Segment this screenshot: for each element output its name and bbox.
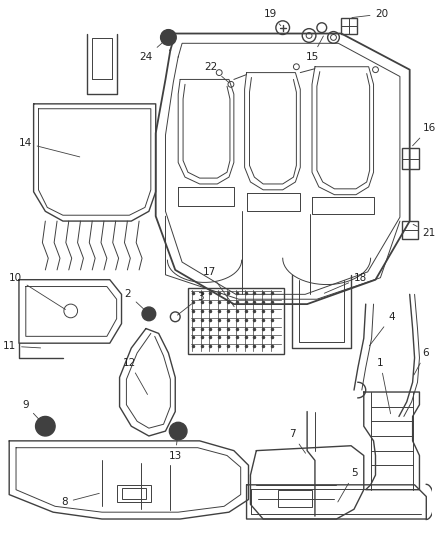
Text: 24: 24 bbox=[140, 39, 166, 62]
Circle shape bbox=[35, 416, 55, 436]
Circle shape bbox=[142, 307, 156, 321]
Text: 2: 2 bbox=[125, 289, 147, 312]
Text: 12: 12 bbox=[123, 358, 148, 394]
Text: 19: 19 bbox=[263, 9, 281, 26]
Text: 8: 8 bbox=[61, 494, 99, 507]
Bar bbox=[402, 148, 420, 169]
Text: 18: 18 bbox=[324, 273, 367, 293]
Text: 3: 3 bbox=[177, 292, 203, 315]
Text: 11: 11 bbox=[3, 341, 41, 351]
Text: 17: 17 bbox=[203, 267, 234, 306]
Text: 22: 22 bbox=[204, 62, 229, 83]
Text: 10: 10 bbox=[9, 273, 65, 310]
Circle shape bbox=[170, 422, 187, 440]
Text: 20: 20 bbox=[352, 9, 389, 19]
Bar bbox=[341, 18, 357, 34]
Bar bbox=[121, 488, 146, 499]
Text: 21: 21 bbox=[413, 224, 436, 238]
Circle shape bbox=[161, 30, 176, 45]
Text: 1: 1 bbox=[377, 358, 391, 414]
Bar bbox=[188, 287, 284, 354]
Bar bbox=[278, 490, 312, 507]
Text: 15: 15 bbox=[306, 36, 323, 62]
Text: 4: 4 bbox=[369, 312, 395, 346]
Text: 9: 9 bbox=[22, 400, 43, 424]
Bar bbox=[402, 221, 417, 239]
Text: 16: 16 bbox=[413, 123, 436, 146]
Text: 13: 13 bbox=[169, 434, 182, 461]
Bar bbox=[117, 485, 151, 503]
Text: 7: 7 bbox=[289, 429, 306, 453]
Text: 5: 5 bbox=[338, 468, 358, 502]
Text: 6: 6 bbox=[414, 348, 429, 375]
Text: 14: 14 bbox=[18, 138, 80, 157]
